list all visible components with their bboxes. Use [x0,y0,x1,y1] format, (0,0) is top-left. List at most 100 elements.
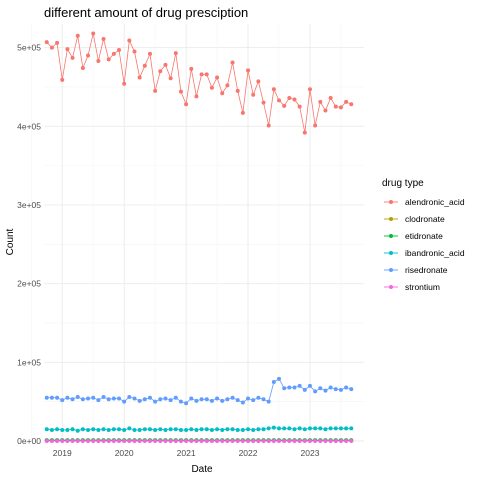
data-point [235,88,240,93]
data-point [106,57,111,62]
data-point [215,75,220,80]
data-point [251,427,256,432]
data-point [49,439,54,443]
data-point [292,439,297,443]
data-point [178,439,183,443]
data-point [282,426,287,431]
data-point [338,387,343,392]
data-point [225,83,230,88]
data-point [318,426,323,431]
data-point [287,95,292,100]
data-point [282,386,287,391]
data-point [117,427,122,432]
data-point [106,439,111,443]
data-point [153,427,158,432]
data-point [323,439,328,443]
data-point [328,95,333,100]
data-point [251,439,256,443]
data-point [117,47,122,52]
data-point [344,99,349,104]
data-point [153,439,158,443]
y-axis-ticks: 0e+00 1e+05 2e+05 3e+05 4e+05 5e+05 [17,43,41,446]
y-tick-label: 5e+05 [17,43,41,53]
data-point [168,427,173,432]
data-point [225,427,230,432]
data-point [313,123,318,128]
data-point [209,85,214,90]
data-point [168,76,173,81]
data-point [44,40,49,45]
legend-key-point [389,285,393,289]
data-point [344,426,349,431]
data-point [163,62,168,67]
data-point [111,439,116,443]
data-point [271,425,276,430]
data-point [235,439,240,443]
data-point [49,45,54,50]
legend-item-strontium: strontium [384,282,440,292]
data-point [266,426,271,431]
data-point [256,439,261,443]
data-point [318,386,323,391]
legend: drug type alendronic_acid clodronate etidr… [382,178,465,292]
data-point [349,426,354,431]
data-point [70,55,75,60]
legend-item-clodronate: clodronate [384,214,445,224]
data-point [122,439,127,443]
data-point [111,51,116,56]
data-point [65,47,70,52]
data-point [96,58,101,63]
data-point [91,395,96,400]
x-tick-label: 2022 [239,448,258,458]
data-point [158,427,163,432]
data-point [240,439,245,443]
data-point [158,69,163,74]
data-point [122,399,127,404]
data-point [147,439,152,443]
data-point [101,36,106,41]
data-point [209,439,214,443]
data-point [127,394,132,399]
data-point [111,396,116,401]
data-point [168,398,173,403]
data-point [261,427,266,432]
data-point [246,427,251,432]
x-tick-label: 2021 [177,448,196,458]
x-tick-label: 2020 [115,448,134,458]
data-point [70,439,75,443]
data-point [230,439,235,443]
data-point [328,426,333,431]
data-point [246,68,251,73]
data-point [44,395,49,400]
data-point [240,110,245,115]
data-point [225,439,230,443]
legend-key-point [389,268,393,272]
legend-label: clodronate [405,214,445,224]
x-axis-title: Date [191,464,213,475]
data-point [75,428,80,433]
data-point [106,427,111,432]
x-axis-ticks: 2019 2020 2021 2022 2023 [53,448,320,458]
data-point [261,439,266,443]
legend-item-ibandronic-acid: ibandronic_acid [384,248,465,258]
data-point [277,376,282,381]
data-point [271,87,276,92]
data-point [132,49,137,54]
data-point [230,60,235,65]
y-tick-label: 2e+05 [17,279,41,289]
series-alendronic-acid [44,31,354,135]
legend-item-risedronate: risedronate [384,265,448,275]
data-point [318,99,323,104]
y-tick-label: 1e+05 [17,357,41,367]
data-point [142,427,147,432]
legend-title: drug type [382,178,424,189]
series-risedronate [44,376,354,406]
data-point [178,89,183,94]
data-point [349,387,354,392]
data-point [117,396,122,401]
data-point [96,398,101,403]
legend-key-point [389,234,393,238]
data-point [173,395,178,400]
data-point [106,397,111,402]
data-point [70,427,75,432]
